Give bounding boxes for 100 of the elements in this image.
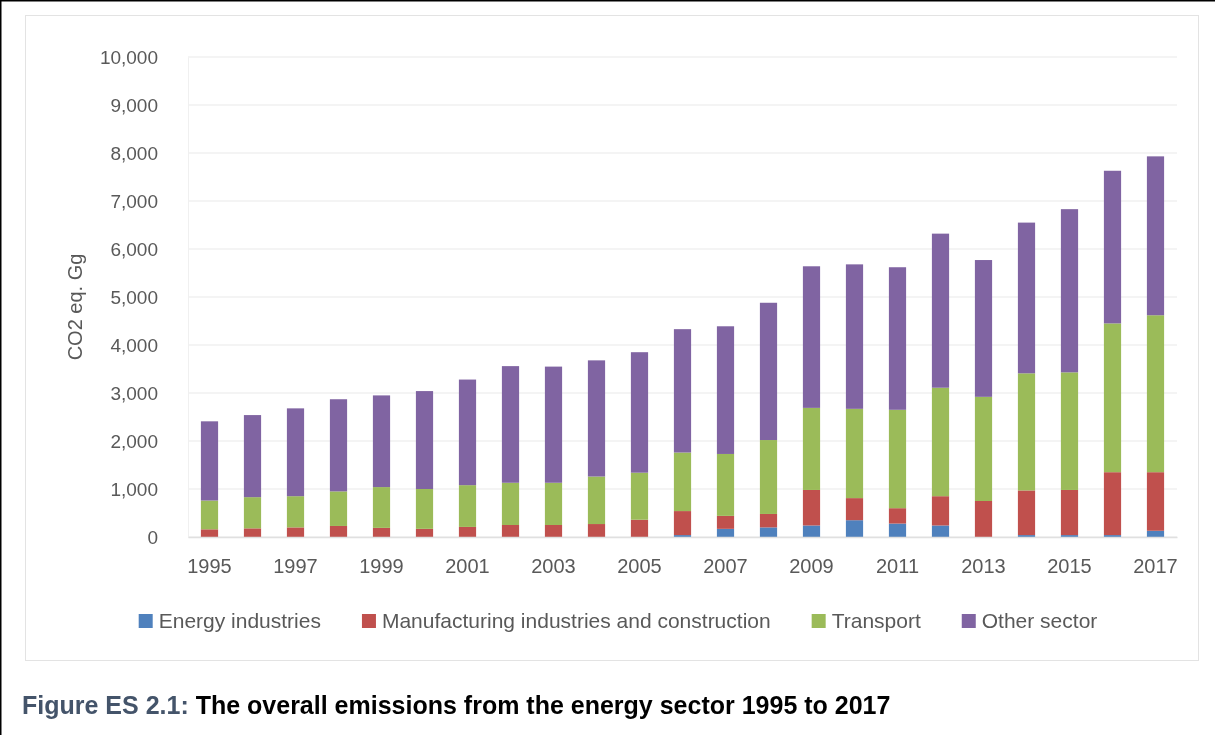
bar — [673, 329, 692, 453]
bar — [501, 366, 520, 483]
x-tick-label: 1995 — [187, 555, 232, 578]
bar — [931, 387, 950, 497]
bar — [587, 360, 606, 477]
bar — [716, 326, 735, 454]
bar — [286, 408, 305, 497]
bar — [1017, 490, 1036, 536]
y-tick-label: 3,000 — [110, 382, 158, 404]
bar — [329, 525, 348, 537]
bar — [243, 528, 262, 537]
bar — [200, 529, 219, 537]
x-tick-label: 2013 — [961, 555, 1006, 578]
bar — [931, 233, 950, 388]
y-tick-label: 4,000 — [110, 334, 158, 356]
y-tick-label: 2,000 — [110, 430, 158, 452]
x-tick-label: 2007 — [703, 555, 748, 578]
bar — [716, 453, 735, 516]
bar — [630, 352, 649, 473]
bar — [716, 528, 735, 537]
bar — [1146, 315, 1165, 473]
bar — [974, 501, 993, 537]
bar — [1146, 530, 1165, 537]
bar — [845, 408, 864, 499]
bar — [845, 264, 864, 409]
bar — [1017, 373, 1036, 491]
bar — [888, 508, 907, 524]
legend-label: Manufacturing industries and construction — [381, 609, 771, 633]
bar — [1103, 170, 1122, 324]
bar — [845, 520, 864, 537]
bar — [286, 496, 305, 528]
bar — [1060, 209, 1079, 373]
bar — [931, 496, 950, 526]
bar — [802, 525, 821, 537]
bar — [802, 407, 821, 490]
y-axis-title: CO2 eq. Gg — [64, 253, 86, 361]
bar — [931, 525, 950, 537]
bar — [372, 527, 391, 537]
bar — [458, 526, 477, 537]
bar — [544, 366, 563, 483]
x-tick-label: 2009 — [789, 555, 834, 578]
bar — [243, 415, 262, 498]
bar — [243, 497, 262, 529]
bar — [458, 379, 477, 486]
bar — [200, 500, 219, 530]
bar — [458, 485, 477, 527]
bar — [802, 266, 821, 408]
bar — [372, 395, 391, 488]
bar — [888, 409, 907, 509]
bar — [888, 267, 907, 410]
bar — [587, 476, 606, 525]
bar — [1103, 323, 1122, 473]
y-tick-label: 8,000 — [110, 142, 158, 164]
y-tick-label: 1,000 — [110, 478, 158, 500]
x-tick-label: 1997 — [273, 555, 318, 578]
bar — [415, 391, 434, 489]
bar — [974, 260, 993, 397]
bar — [716, 515, 735, 529]
y-tick-label: 6,000 — [110, 238, 158, 260]
bar — [372, 487, 391, 528]
x-tick-label: 1999 — [359, 555, 404, 578]
bar — [759, 302, 778, 441]
bar — [501, 525, 520, 537]
bar — [1060, 372, 1079, 490]
y-tick-label: 10,000 — [99, 46, 158, 68]
bar — [974, 396, 993, 501]
bar — [415, 528, 434, 537]
legend-label: Energy industries — [158, 609, 321, 633]
bar — [802, 489, 821, 526]
bar — [759, 527, 778, 537]
y-tick-label: 9,000 — [110, 94, 158, 116]
bar — [1146, 156, 1165, 316]
bar — [673, 452, 692, 512]
bar — [759, 440, 778, 514]
legend-label: Other sector — [981, 609, 1098, 633]
x-tick-label: 2011 — [875, 555, 920, 578]
bar — [630, 472, 649, 520]
x-tick-label: 2005 — [617, 555, 662, 578]
y-tick-label: 7,000 — [110, 190, 158, 212]
bar — [544, 525, 563, 537]
text: Figure ES 2.1: The overall emissions from the energy sector 1995 to 2017 — [22, 691, 891, 719]
bar — [587, 524, 606, 537]
bar — [329, 399, 348, 492]
bar — [845, 498, 864, 521]
bar — [888, 523, 907, 537]
legend-label: Transport — [831, 609, 921, 633]
x-tick-label: 2015 — [1047, 555, 1092, 578]
bar — [544, 482, 563, 525]
x-tick-label: 2017 — [1133, 555, 1178, 578]
bar — [759, 513, 778, 528]
bar — [630, 519, 649, 537]
bar — [286, 527, 305, 537]
bar — [1060, 489, 1079, 536]
bar — [673, 511, 692, 536]
y-tick-label: 5,000 — [110, 286, 158, 308]
bar — [1146, 472, 1165, 531]
bar — [415, 489, 434, 529]
x-tick-label: 2001 — [445, 555, 490, 578]
bar — [329, 491, 348, 526]
bar — [200, 421, 219, 501]
